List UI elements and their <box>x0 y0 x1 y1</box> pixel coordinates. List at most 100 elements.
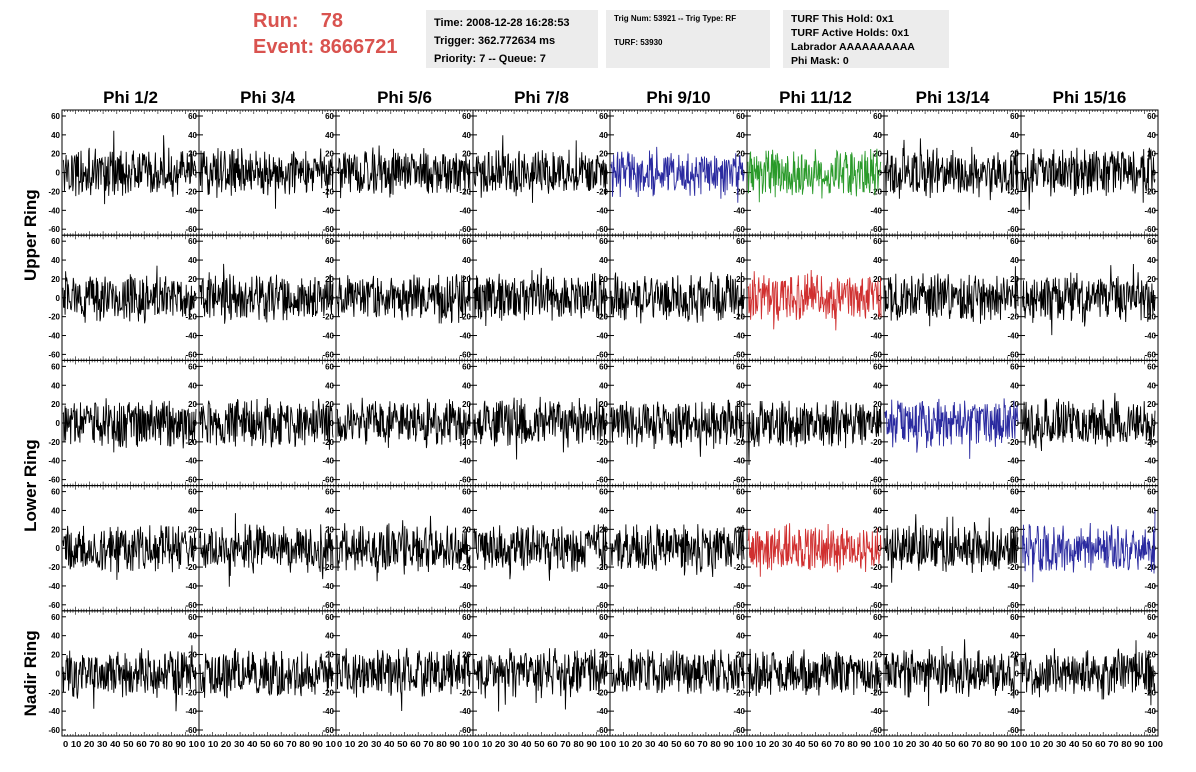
y-tick-label: 40 <box>736 381 745 390</box>
y-tick-label: -60 <box>48 225 60 234</box>
priority-line: Priority: 7 -- Queue: 7 <box>434 53 546 65</box>
y-tick-label: 0 <box>56 669 61 678</box>
turf-active-line: TURF Active Holds: 0x1 <box>791 27 910 39</box>
y-tick-label: 40 <box>1147 256 1156 265</box>
y-tick-label: -40 <box>322 332 334 341</box>
y-tick-label: -40 <box>48 332 60 341</box>
y-tick-label: 0 <box>330 544 335 553</box>
event-value: 8666721 <box>319 36 398 58</box>
y-tick-label: -20 <box>733 313 745 322</box>
y-tick-label: 60 <box>462 237 471 246</box>
y-tick-label: 60 <box>188 488 197 497</box>
y-tick-label: 60 <box>462 112 471 121</box>
y-tick-label: 40 <box>462 632 471 641</box>
y-tick-label: -40 <box>459 332 471 341</box>
y-tick-label: -60 <box>185 350 197 359</box>
y-tick-label: 0 <box>604 544 609 553</box>
waveform-trace <box>62 265 197 324</box>
y-tick-label: -40 <box>322 707 334 716</box>
y-tick-label: 40 <box>188 256 197 265</box>
y-tick-label: 20 <box>873 651 882 660</box>
y-tick-label: 40 <box>325 632 334 641</box>
y-tick-label: -40 <box>870 206 882 215</box>
waveform-trace <box>1021 392 1156 452</box>
y-tick-label: 40 <box>188 506 197 515</box>
y-tick-label: 40 <box>325 131 334 140</box>
phi-mask-line: Phi Mask: 0 <box>791 55 849 67</box>
y-tick-label: 60 <box>599 488 608 497</box>
y-tick-label: -20 <box>870 438 882 447</box>
y-tick-label: 60 <box>51 613 60 622</box>
y-tick-label: 60 <box>1010 488 1019 497</box>
y-tick-label: 0 <box>193 169 198 178</box>
y-tick-label: -20 <box>48 438 60 447</box>
waveform-trace <box>473 135 608 203</box>
y-tick-label: 20 <box>462 400 471 409</box>
y-tick-label: 0 <box>604 294 609 303</box>
y-tick-label: -40 <box>185 707 197 716</box>
y-tick-label: 40 <box>51 131 60 140</box>
y-tick-label: -20 <box>48 563 60 572</box>
y-tick-label: 40 <box>599 632 608 641</box>
waveform-trace <box>199 148 334 209</box>
y-tick-label: 0 <box>1015 669 1020 678</box>
y-tick-label: -40 <box>1007 707 1019 716</box>
y-tick-label: 40 <box>462 131 471 140</box>
y-tick-label: 60 <box>1010 237 1019 246</box>
y-tick-label: -60 <box>185 225 197 234</box>
y-tick-label: -20 <box>459 563 471 572</box>
waveform-trace <box>473 396 608 460</box>
y-tick-label: -20 <box>1007 313 1019 322</box>
y-tick-label: -40 <box>596 457 608 466</box>
y-tick-label: 60 <box>325 237 334 246</box>
y-tick-label: -20 <box>1007 563 1019 572</box>
y-tick-label: -60 <box>733 225 745 234</box>
y-tick-label: -60 <box>322 350 334 359</box>
y-tick-label: 60 <box>873 362 882 371</box>
y-tick-label: 60 <box>873 613 882 622</box>
y-tick-label: -20 <box>322 688 334 697</box>
waveform-trace <box>336 145 471 199</box>
waveform-trace <box>336 647 471 712</box>
y-tick-label: -20 <box>733 187 745 196</box>
y-tick-label: 60 <box>873 112 882 121</box>
y-tick-label: 60 <box>599 112 608 121</box>
y-tick-label: -60 <box>322 726 334 735</box>
y-tick-label: -20 <box>596 187 608 196</box>
y-tick-label: 40 <box>736 131 745 140</box>
y-tick-label: 20 <box>325 651 334 660</box>
y-tick-label: -60 <box>870 225 882 234</box>
waveform-trace <box>610 272 745 324</box>
waveform-trace <box>747 400 882 465</box>
y-tick-label: -40 <box>870 582 882 591</box>
waveform-trace <box>473 647 608 712</box>
y-tick-label: -60 <box>48 350 60 359</box>
waveform-trace <box>199 397 334 450</box>
y-tick-label: 20 <box>736 400 745 409</box>
y-tick-label: -60 <box>459 601 471 610</box>
y-tick-label: -60 <box>322 601 334 610</box>
y-tick-label: -40 <box>185 332 197 341</box>
y-tick-label: 60 <box>736 488 745 497</box>
y-tick-label: 60 <box>462 488 471 497</box>
y-tick-label: 60 <box>51 237 60 246</box>
y-tick-label: -20 <box>48 313 60 322</box>
y-tick-label: -60 <box>459 726 471 735</box>
time-info-box: Time: 2008-12-28 16:28:53 Trigger: 362.7… <box>426 10 598 68</box>
y-tick-label: -20 <box>1144 187 1156 196</box>
run-event-box: Run: 78 Event: 8666721 <box>253 8 421 60</box>
y-tick-label: 60 <box>325 362 334 371</box>
y-tick-label: -40 <box>1144 206 1156 215</box>
y-tick-label: 20 <box>188 525 197 534</box>
y-tick-label: -40 <box>596 332 608 341</box>
waveform-trace <box>62 525 197 580</box>
run-label: Run: <box>253 10 299 32</box>
y-tick-label: 20 <box>188 651 197 660</box>
y-tick-label: -40 <box>185 206 197 215</box>
y-tick-label: -60 <box>185 601 197 610</box>
y-tick-label: 40 <box>325 506 334 515</box>
y-tick-label: 60 <box>1147 362 1156 371</box>
y-tick-label: -60 <box>185 726 197 735</box>
y-tick-label: -60 <box>1007 726 1019 735</box>
y-tick-label: -60 <box>870 726 882 735</box>
